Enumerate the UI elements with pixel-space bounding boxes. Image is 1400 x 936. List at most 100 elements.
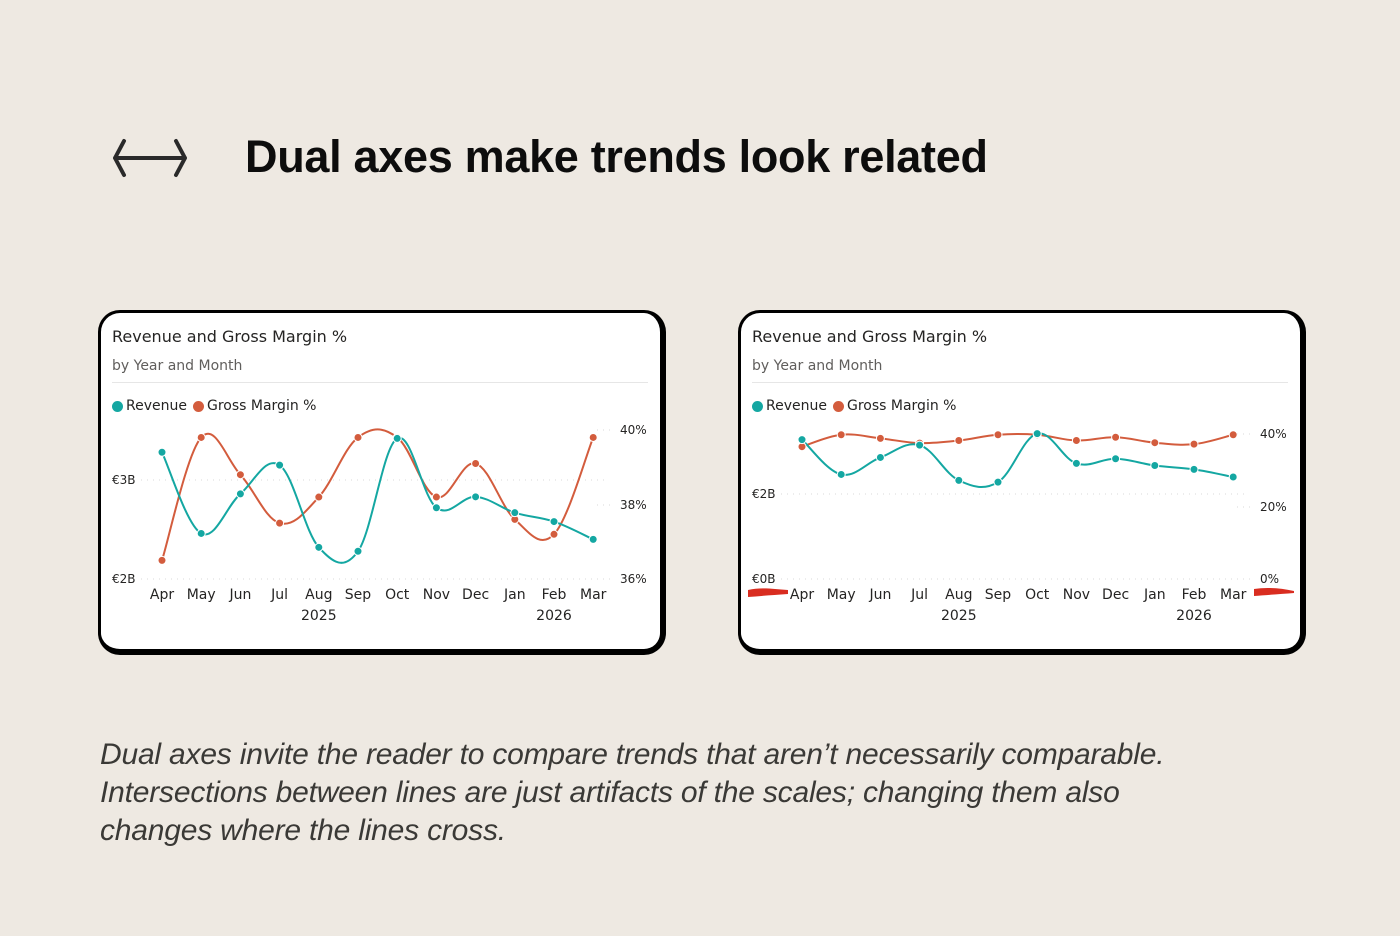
revenue-data-point[interactable] (275, 460, 285, 470)
revenue-data-point[interactable] (1150, 461, 1160, 471)
header: Dual axes make trends look related (112, 128, 988, 188)
chart-card-dual-axis-zero-based: Revenue and Gross Margin % by Year and M… (738, 310, 1306, 655)
zero-baseline-highlight-left (748, 588, 788, 597)
margin-data-point[interactable] (353, 432, 363, 442)
revenue-data-point[interactable] (1228, 472, 1238, 482)
x-axis-tick: Nov (423, 587, 450, 603)
revenue-data-point[interactable] (549, 517, 559, 527)
legend-item-margin[interactable]: Gross Margin % (192, 398, 316, 414)
revenue-data-point[interactable] (157, 447, 167, 457)
revenue-data-point[interactable] (392, 433, 402, 443)
revenue-data-point[interactable] (836, 469, 846, 479)
x-axis-tick: Aug (945, 587, 972, 603)
revenue-data-point[interactable] (993, 477, 1003, 487)
x-axis-tick: Mar (1220, 587, 1247, 603)
margin-data-point[interactable] (549, 529, 559, 539)
margin-data-point[interactable] (275, 518, 285, 528)
chart-subtitle: by Year and Month (112, 358, 243, 374)
revenue-data-point[interactable] (235, 489, 245, 499)
revenue-data-point[interactable] (588, 534, 598, 544)
x-axis-tick: Jun (868, 587, 891, 603)
margin-dot-icon (192, 400, 204, 412)
margin-dot-icon (832, 400, 844, 412)
x-axis-tick: Jun (228, 587, 251, 603)
margin-data-point[interactable] (588, 432, 598, 442)
margin-data-point[interactable] (1150, 438, 1160, 448)
margin-data-point[interactable] (1111, 432, 1121, 442)
revenue-data-point[interactable] (954, 475, 964, 485)
x-axis-tick: Apr (150, 587, 174, 603)
revenue-data-point[interactable] (875, 452, 885, 462)
revenue-data-point[interactable] (797, 435, 807, 445)
revenue-data-point[interactable] (1032, 429, 1042, 439)
margin-line[interactable] (801, 432, 1234, 448)
zero-baseline-highlight-right (1254, 587, 1294, 596)
caption-line: Dual axes invite the reader to compare t… (100, 738, 1165, 771)
x-axis-tick: Apr (790, 587, 814, 603)
margin-data-point[interactable] (1071, 436, 1081, 446)
margin-data-point[interactable] (196, 432, 206, 442)
margin-data-point[interactable] (836, 430, 846, 440)
line-chart-plot[interactable]: €2B €0B 40% 20% 0% Apr May Jun Jul Aug Sep Oct Nov De… (741, 313, 1303, 652)
chart-title: Revenue and Gross Margin % (752, 327, 988, 346)
x-axis-year: 2026 (1176, 608, 1212, 624)
x-axis-year: 2025 (301, 608, 337, 624)
revenue-data-point[interactable] (510, 508, 520, 518)
divider (752, 382, 1288, 383)
x-axis-tick: Oct (385, 587, 410, 603)
x-axis-tick: Nov (1063, 587, 1090, 603)
x-axis-tick: May (187, 587, 216, 603)
revenue-data-point[interactable] (1111, 454, 1121, 464)
right-axis-tick: 40% (1260, 427, 1287, 441)
margin-data-point[interactable] (954, 436, 964, 446)
revenue-line[interactable] (801, 432, 1234, 489)
margin-line[interactable] (161, 428, 595, 561)
legend-item-revenue[interactable]: Revenue (112, 398, 187, 414)
x-axis-tick: Jul (270, 587, 288, 603)
x-axis-year: 2026 (536, 608, 572, 624)
x-axis-tick: Jan (503, 587, 526, 603)
revenue-data-point[interactable] (471, 492, 481, 502)
margin-data-point[interactable] (157, 555, 167, 565)
x-axis-tick: Sep (345, 587, 372, 603)
revenue-data-point[interactable] (1189, 464, 1199, 474)
x-axis-tick: Mar (580, 587, 607, 603)
margin-data-point[interactable] (1189, 439, 1199, 449)
chart-subtitle: by Year and Month (752, 358, 883, 374)
revenue-line[interactable] (161, 437, 594, 564)
chart-card-dual-axis-truncated: Revenue and Gross Margin % by Year and M… (98, 310, 666, 655)
left-axis-tick: €2B (752, 487, 776, 501)
legend-item-margin[interactable]: Gross Margin % (832, 398, 956, 414)
revenue-dot-icon (752, 400, 763, 412)
line-chart-plot[interactable]: €3B €2B 40% 38% 36% Apr May Jun Jul Aug Sep Oct Nov D… (101, 313, 663, 652)
margin-data-point[interactable] (875, 433, 885, 443)
right-axis-tick: 20% (1260, 500, 1287, 514)
revenue-data-point[interactable] (431, 503, 441, 513)
left-axis-tick: €0B (752, 572, 776, 586)
margin-data-point[interactable] (471, 459, 481, 469)
x-axis-year: 2025 (941, 608, 977, 624)
revenue-data-point[interactable] (314, 542, 324, 552)
x-axis-tick: Jul (910, 587, 928, 603)
revenue-data-point[interactable] (196, 528, 206, 538)
chart-title: Revenue and Gross Margin % (112, 327, 348, 346)
caption: Dual axes invite the reader to compare t… (100, 736, 1320, 850)
x-axis-tick: May (827, 587, 856, 603)
x-axis-tick: Dec (1102, 587, 1129, 603)
right-axis-tick: 0% (1260, 572, 1279, 586)
margin-data-point[interactable] (1228, 430, 1238, 440)
x-axis-tick: Jan (1143, 587, 1166, 603)
page-title: Dual axes make trends look related (245, 131, 988, 182)
revenue-data-point[interactable] (353, 546, 363, 556)
legend-item-revenue[interactable]: Revenue (752, 398, 827, 414)
caption-line: Intersections between lines are just art… (100, 776, 1120, 809)
margin-data-point[interactable] (993, 430, 1003, 440)
revenue-data-point[interactable] (915, 440, 925, 450)
margin-data-point[interactable] (235, 470, 245, 480)
revenue-data-point[interactable] (1071, 458, 1081, 468)
margin-data-point[interactable] (431, 492, 441, 502)
x-axis-tick: Oct (1025, 587, 1050, 603)
left-axis-tick: €2B (112, 572, 136, 586)
margin-data-point[interactable] (314, 492, 324, 502)
chart-legend: Revenue Gross Margin % (752, 398, 962, 414)
